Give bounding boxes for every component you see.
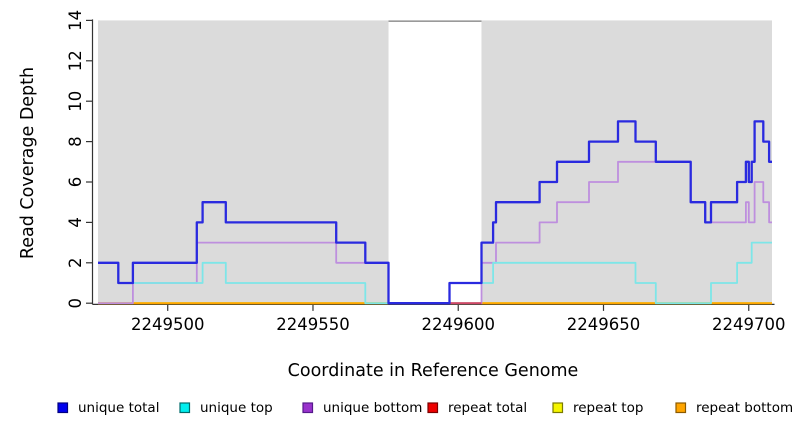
x-tick-label: 2249600 xyxy=(421,315,495,334)
legend-item-repeat-bottom: repeat bottom xyxy=(675,400,792,416)
x-tick-label: 2249500 xyxy=(131,315,205,334)
legend-item-unique-top: unique top xyxy=(179,400,273,416)
legend-item-unique-total: unique total xyxy=(57,400,159,416)
legend-swatch-repeat-top xyxy=(552,402,564,414)
axes-layer: 0 2 4 6 8 10 12 14 2249500 2249550 2249600 2249650 2… xyxy=(66,10,786,334)
legend-label-repeat-total: repeat total xyxy=(448,400,527,416)
x-axis-title: Coordinate in Reference Genome xyxy=(288,361,579,381)
series-line-unique-bottom xyxy=(98,160,772,305)
y-tick-label: 12 xyxy=(66,50,85,71)
legend-swatch-repeat-total xyxy=(427,402,439,414)
y-tick-label: 6 xyxy=(66,177,85,188)
legend-item-repeat-top: repeat top xyxy=(552,400,643,416)
y-axis-title: Read Coverage Depth xyxy=(18,67,38,259)
legend-label-unique-bottom: unique bottom xyxy=(323,400,422,416)
legend-label-repeat-top: repeat top xyxy=(573,400,643,416)
y-tick-label: 14 xyxy=(66,10,85,31)
series-layer xyxy=(98,120,772,305)
legend-swatch-repeat-bottom xyxy=(675,402,687,414)
y-tick-label: 10 xyxy=(66,91,85,112)
legend-swatch-unique-total xyxy=(57,402,69,414)
y-tick-label: 4 xyxy=(66,217,85,228)
series-line-unique-top xyxy=(98,241,772,305)
legend-label-repeat-bottom: repeat bottom xyxy=(696,400,792,416)
y-tick-label: 2 xyxy=(66,258,85,269)
legend-swatch-unique-top xyxy=(179,402,191,414)
legend-label-unique-total: unique total xyxy=(78,400,159,416)
legend-label-unique-top: unique top xyxy=(200,400,273,416)
x-tick-label: 2249550 xyxy=(276,315,350,334)
legend-item-unique-bottom: unique bottom xyxy=(302,400,422,416)
legend-item-repeat-total: repeat total xyxy=(427,400,527,416)
legend: unique total unique top unique bottom repea… xyxy=(57,400,792,416)
x-tick-label: 2249700 xyxy=(712,315,786,334)
series-line-unique-total xyxy=(98,120,772,305)
y-tick-label: 0 xyxy=(66,298,85,309)
legend-swatch-unique-bottom xyxy=(302,402,314,414)
y-tick-label: 8 xyxy=(66,136,85,147)
x-tick-label: 2249650 xyxy=(567,315,641,334)
gap-region xyxy=(388,20,482,304)
